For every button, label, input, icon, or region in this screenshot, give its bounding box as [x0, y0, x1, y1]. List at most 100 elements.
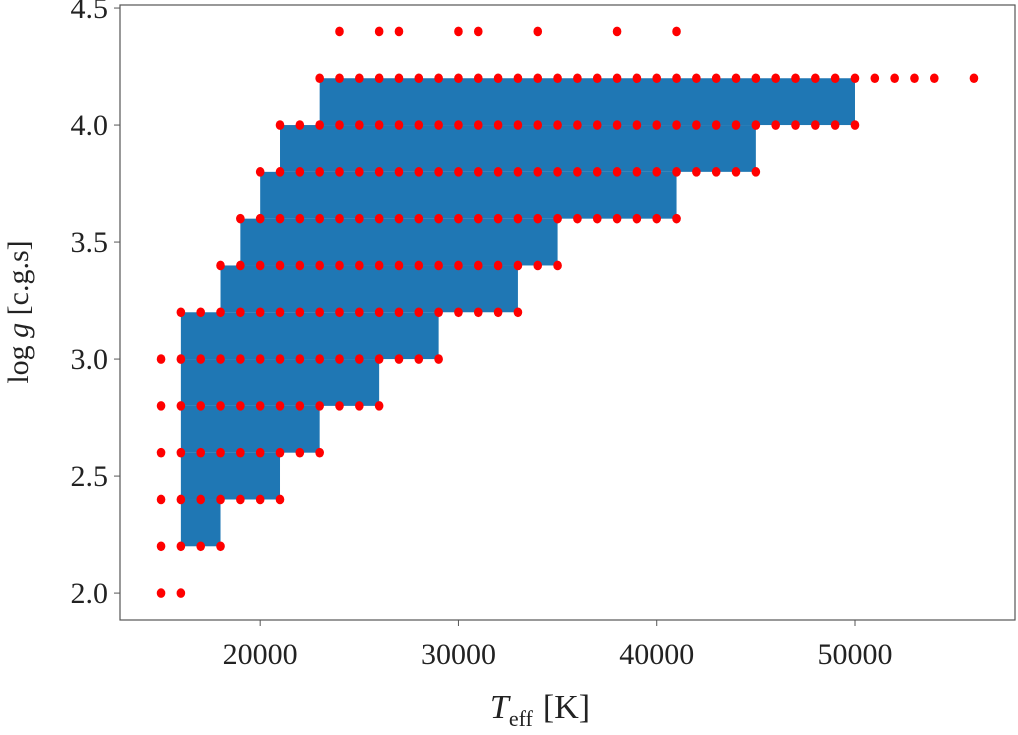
data-point — [811, 120, 820, 130]
data-point — [295, 120, 305, 130]
y-label-italic: g — [2, 323, 35, 338]
data-point — [454, 213, 463, 224]
data-point — [374, 401, 384, 411]
data-point — [731, 120, 741, 130]
data-point — [692, 73, 701, 84]
filled-region-7 — [180, 405, 320, 453]
data-point — [156, 494, 166, 505]
data-point — [374, 73, 384, 84]
data-point — [275, 307, 285, 318]
filled-region-6 — [180, 359, 380, 406]
x-axis-label: Teff [K] — [490, 689, 590, 730]
data-point — [394, 73, 404, 84]
data-point — [295, 354, 305, 364]
data-point — [414, 73, 424, 84]
data-point — [216, 541, 225, 552]
data-point — [850, 120, 860, 130]
filled-region-4 — [220, 265, 518, 313]
data-point — [612, 26, 622, 37]
data-point — [573, 73, 582, 84]
data-point — [414, 307, 424, 318]
data-point — [969, 73, 979, 84]
data-point — [216, 260, 225, 271]
data-point — [176, 541, 186, 552]
data-point — [434, 120, 443, 130]
data-point — [355, 354, 364, 364]
data-point — [374, 354, 384, 364]
data-point — [533, 260, 543, 271]
data-point — [335, 26, 344, 37]
data-point — [255, 260, 265, 271]
data-point — [473, 73, 483, 84]
filled-region-3 — [240, 218, 558, 266]
data-point — [553, 120, 562, 130]
data-point — [355, 401, 364, 411]
data-point — [592, 213, 602, 224]
data-point — [592, 167, 602, 177]
data-point — [493, 260, 503, 271]
data-point — [216, 447, 225, 458]
data-point — [414, 354, 424, 364]
data-point — [196, 307, 205, 318]
x-tick-label: 20000 — [223, 638, 298, 671]
data-point — [275, 260, 285, 271]
data-point — [414, 260, 424, 271]
data-point — [335, 213, 344, 224]
data-point — [434, 260, 443, 271]
data-point — [176, 447, 186, 458]
data-point — [394, 26, 404, 37]
data-point — [731, 167, 741, 177]
data-point — [414, 120, 424, 130]
data-point — [632, 167, 642, 177]
filled-region-8 — [180, 452, 281, 500]
data-point — [236, 494, 245, 505]
data-point — [315, 260, 324, 271]
data-point — [434, 213, 443, 224]
data-point — [533, 73, 543, 84]
data-point — [156, 588, 166, 598]
filled-region-0 — [319, 78, 855, 126]
data-point — [672, 167, 681, 177]
data-point — [573, 120, 582, 130]
data-point — [196, 447, 205, 458]
data-point — [513, 307, 523, 318]
data-point — [454, 260, 463, 271]
data-point — [573, 213, 582, 224]
data-point — [394, 307, 404, 318]
data-point — [493, 167, 503, 177]
data-point — [434, 73, 443, 84]
data-point — [652, 120, 662, 130]
data-point — [355, 167, 364, 177]
data-point — [751, 167, 761, 177]
data-point — [533, 26, 543, 37]
data-point — [394, 260, 404, 271]
x-tick-label: 50000 — [817, 638, 892, 671]
data-point — [890, 73, 899, 84]
data-point — [434, 354, 443, 364]
data-point — [652, 73, 662, 84]
data-point — [533, 167, 543, 177]
data-point — [255, 307, 265, 318]
data-point — [295, 307, 305, 318]
data-point — [216, 494, 225, 505]
data-point — [216, 354, 225, 364]
data-point — [295, 260, 305, 271]
data-point — [711, 167, 721, 177]
data-point — [533, 213, 543, 224]
data-point — [216, 307, 225, 318]
data-point — [275, 401, 285, 411]
data-point — [771, 73, 780, 84]
data-point — [473, 307, 483, 318]
data-point — [434, 167, 443, 177]
data-point — [156, 401, 166, 411]
x-tick-label: 40000 — [619, 638, 694, 671]
data-point — [672, 26, 681, 37]
data-point — [553, 167, 562, 177]
data-point — [236, 401, 245, 411]
data-point — [335, 167, 344, 177]
data-point — [156, 447, 166, 458]
data-point — [632, 213, 642, 224]
data-point — [236, 260, 245, 271]
data-point — [592, 120, 602, 130]
data-point — [394, 120, 404, 130]
